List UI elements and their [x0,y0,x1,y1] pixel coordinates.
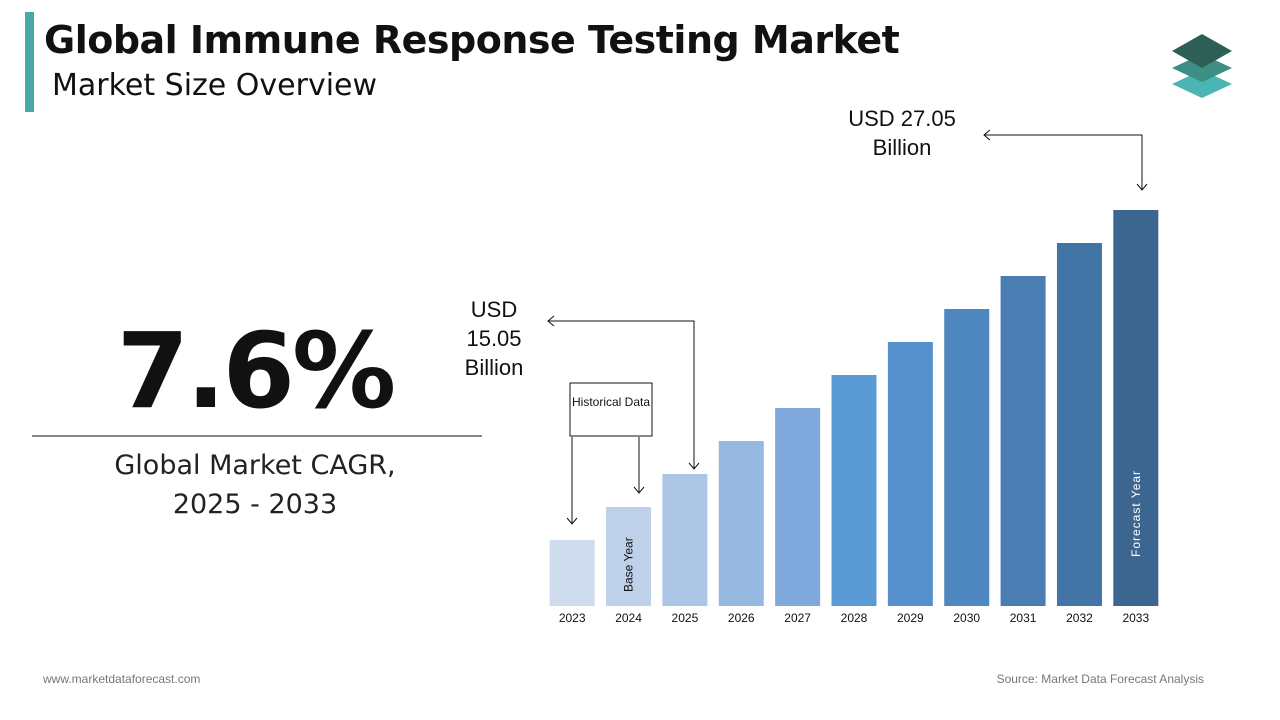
x-tick-label: 2026 [728,611,755,625]
bar [1113,210,1159,606]
bar [662,474,708,606]
bar [775,408,821,606]
x-tick-label: 2024 [615,611,642,625]
x-tick-label: 2029 [897,611,924,625]
cagr-label: Global Market CAGR, 2025 - 2033 [114,450,396,520]
bar [606,507,652,606]
bar [887,342,933,606]
annotation: Historical Data [571,395,651,409]
bar [718,441,764,606]
bar [1000,276,1046,606]
annotation: USD 27.05 Billion [848,106,956,160]
logo [1172,34,1232,98]
source: Source: Market Data Forecast Analysis [996,672,1204,686]
x-tick-label: 2030 [953,611,980,625]
bar [549,540,595,606]
subtitle: Market Size Overview [52,68,378,103]
cagr-value: 7.6% [116,310,396,432]
arrows [547,129,1148,525]
bar [944,309,990,606]
title-accent [25,12,34,112]
x-tick-label: 2025 [672,611,699,625]
x-tick-label: 2023 [559,611,586,625]
x-tick-label: 2032 [1066,611,1093,625]
bar-note: Forecast Year [1129,470,1143,557]
title: Global Immune Response Testing Market [44,18,900,62]
x-tick-label: 2027 [784,611,811,625]
x-tick-label: 2031 [1010,611,1037,625]
bar [831,375,877,606]
annotation: USD 15.05 Billion [464,297,524,380]
x-tick-label: 2028 [841,611,868,625]
website: www.marketdataforecast.com [43,672,201,686]
bar [1056,243,1102,606]
bar-note: Base Year [622,537,636,592]
x-tick-label: 2033 [1122,611,1149,625]
